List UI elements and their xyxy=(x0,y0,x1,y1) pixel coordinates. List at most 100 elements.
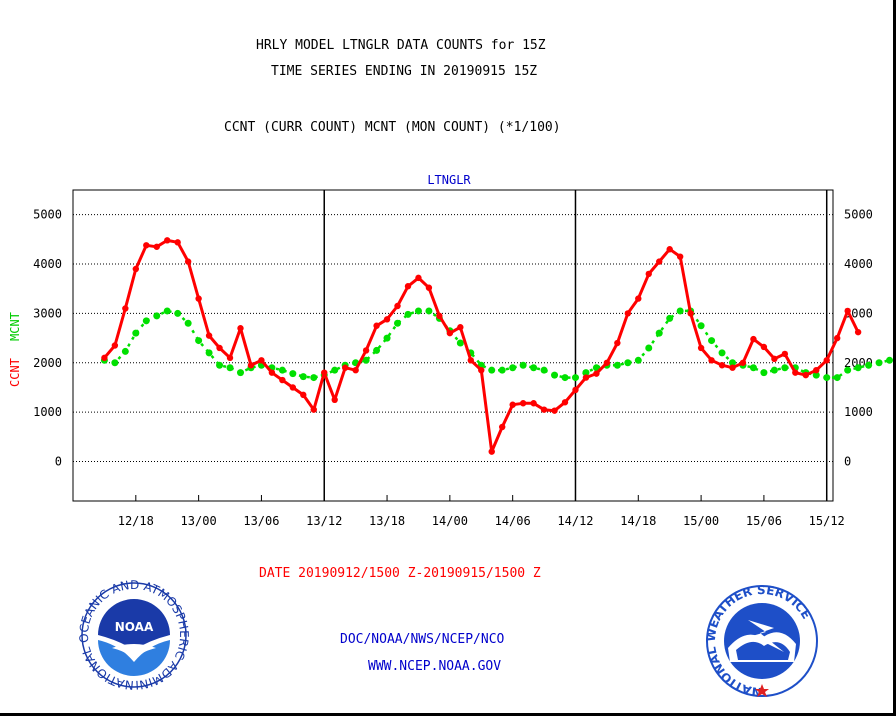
website-label: WWW.NCEP.NOAA.GOV xyxy=(368,659,502,674)
data-point xyxy=(582,374,590,381)
data-point xyxy=(446,329,454,337)
data-point xyxy=(236,369,244,377)
data-point xyxy=(121,347,129,355)
data-point xyxy=(509,401,516,408)
y-tick-label: 2000 xyxy=(33,356,62,370)
data-point xyxy=(603,359,611,366)
data-point xyxy=(195,295,202,302)
data-point xyxy=(414,307,422,315)
data-point xyxy=(572,386,579,394)
data-point xyxy=(362,347,370,354)
data-point xyxy=(174,309,182,317)
data-point xyxy=(823,357,830,364)
y2-tick-label: 0 xyxy=(844,455,851,469)
data-point xyxy=(823,374,831,382)
data-point xyxy=(729,364,736,371)
noaa-ring-text: NATIONAL OCEANIC AND ATMOSPHERIC ADMINIS… xyxy=(0,0,191,692)
date-range-label: DATE 20190912/1500 Z-20190915/1500 Z xyxy=(259,566,541,581)
data-point xyxy=(551,407,558,414)
x-tick-label: 12/18 xyxy=(118,514,154,528)
data-point xyxy=(593,370,600,377)
data-point xyxy=(802,371,809,379)
data-point xyxy=(645,270,652,278)
data-point xyxy=(697,344,705,352)
data-point xyxy=(467,357,474,364)
data-point xyxy=(865,361,873,369)
data-point xyxy=(205,332,213,339)
y2-tick-label: 5000 xyxy=(844,208,873,222)
data-point xyxy=(153,243,160,250)
data-point xyxy=(488,448,495,455)
data-point xyxy=(613,361,621,369)
x-tick-label: 13/06 xyxy=(243,514,279,528)
data-point xyxy=(289,370,297,378)
data-point xyxy=(216,344,223,352)
data-point xyxy=(519,400,527,407)
data-point xyxy=(812,371,820,379)
data-point xyxy=(854,364,862,372)
data-point xyxy=(184,258,192,265)
y-axis-title-mcnt: MCNT xyxy=(8,312,22,341)
data-point xyxy=(394,319,402,327)
y2-tick-label: 4000 xyxy=(844,257,873,271)
title-line-1: HRLY MODEL LTNGLR DATA COUNTS for 15Z xyxy=(256,38,546,53)
series-mcnt xyxy=(100,307,894,382)
data-point xyxy=(561,399,569,406)
data-point xyxy=(561,374,569,382)
data-point xyxy=(592,364,600,372)
data-point xyxy=(645,344,653,352)
data-point xyxy=(540,366,548,374)
data-point xyxy=(132,265,140,273)
data-point xyxy=(729,359,737,367)
data-point xyxy=(813,366,820,374)
data-point xyxy=(792,369,799,376)
data-point xyxy=(394,302,401,310)
data-point xyxy=(279,376,286,384)
data-point xyxy=(614,339,621,347)
data-point xyxy=(676,253,684,260)
data-point xyxy=(111,342,119,349)
data-point xyxy=(635,295,642,302)
data-point xyxy=(373,346,381,354)
series-line xyxy=(104,309,890,379)
data-point xyxy=(247,362,255,369)
data-point xyxy=(174,239,181,246)
x-tick-label: 15/12 xyxy=(809,514,845,528)
data-point xyxy=(425,284,433,291)
data-point xyxy=(697,322,705,330)
x-tick-label: 14/12 xyxy=(557,514,593,528)
svg-text:NATIONAL OCEANIC AND ATMOSPHER: NATIONAL OCEANIC AND ATMOSPHERIC ADMINIS… xyxy=(0,0,191,692)
y-tick-label: 0 xyxy=(55,455,62,469)
data-point xyxy=(237,325,244,332)
data-point xyxy=(142,317,150,325)
data-point xyxy=(331,396,338,404)
x-tick-label: 13/00 xyxy=(181,514,217,528)
data-point xyxy=(833,374,841,382)
data-point xyxy=(163,307,171,315)
data-point xyxy=(760,343,768,351)
data-point xyxy=(708,357,715,364)
title-line-2: TIME SERIES ENDING IN 20190915 15Z xyxy=(271,64,538,79)
x-tick-label: 15/06 xyxy=(746,514,782,528)
data-point xyxy=(383,316,391,323)
data-point xyxy=(300,391,307,399)
grid-lines xyxy=(73,214,833,463)
data-point xyxy=(331,366,339,374)
data-point xyxy=(132,329,140,337)
x-axis-ticks: 12/18 13/00 13/06 13/12 13/18 14/00 14/06 14/12… xyxy=(118,495,845,528)
chart-title: LTNGLR xyxy=(427,173,471,187)
y-tick-label: 3000 xyxy=(33,306,62,320)
data-point xyxy=(499,423,506,431)
x-tick-label: 14/06 xyxy=(495,514,531,528)
data-point xyxy=(415,274,422,282)
data-point xyxy=(666,246,673,253)
data-point xyxy=(519,361,527,369)
data-point xyxy=(258,357,265,364)
data-point xyxy=(844,307,851,315)
data-point xyxy=(205,349,213,357)
data-point xyxy=(750,335,757,343)
data-point xyxy=(226,364,234,372)
data-point xyxy=(488,366,496,374)
